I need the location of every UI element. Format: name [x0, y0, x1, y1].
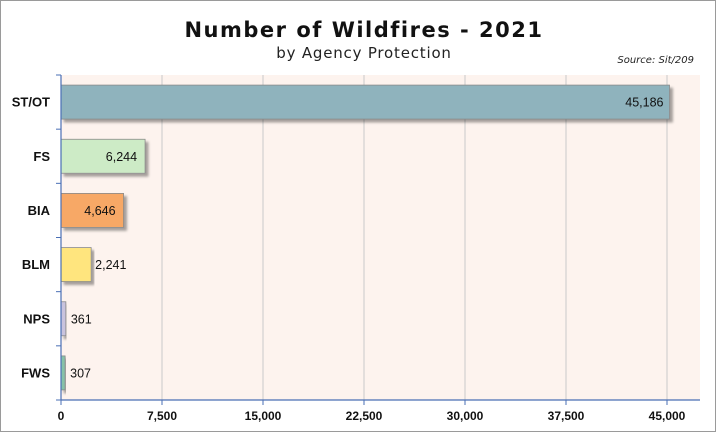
category-label: ST/OT [12, 95, 50, 110]
data-label: 6,244 [106, 150, 137, 164]
data-label: 361 [71, 312, 92, 326]
data-label: 307 [70, 366, 91, 380]
category-label: BLM [22, 257, 50, 272]
category-label: FWS [21, 365, 50, 380]
plot-area [61, 75, 700, 400]
bar-fws [60, 355, 66, 391]
x-tick-label: 15,000 [245, 409, 282, 423]
data-label: 2,241 [95, 258, 126, 272]
category-label: FS [33, 149, 50, 164]
x-tick-label: 7,500 [147, 409, 177, 423]
x-tick-label: 0 [58, 409, 65, 423]
data-label: 45,186 [625, 96, 663, 110]
category-label: BIA [28, 203, 51, 218]
chart-source: Source: Sit/209 [617, 55, 694, 66]
bar-st-ot [60, 84, 670, 120]
bar-nps [60, 301, 67, 337]
chart-subtitle: by Agency Protection [276, 44, 452, 62]
bar-fs [60, 138, 146, 174]
category-label: NPS [23, 311, 50, 326]
x-tick-label: 30,000 [447, 409, 484, 423]
bar-blm [60, 247, 92, 282]
x-tick-label: 22,500 [346, 409, 383, 423]
x-tick-label: 37,500 [548, 409, 585, 423]
chart-title: Number of Wildfires - 2021 [184, 18, 544, 42]
data-label: 4,646 [84, 204, 115, 218]
x-tick-label: 45,000 [649, 409, 686, 423]
